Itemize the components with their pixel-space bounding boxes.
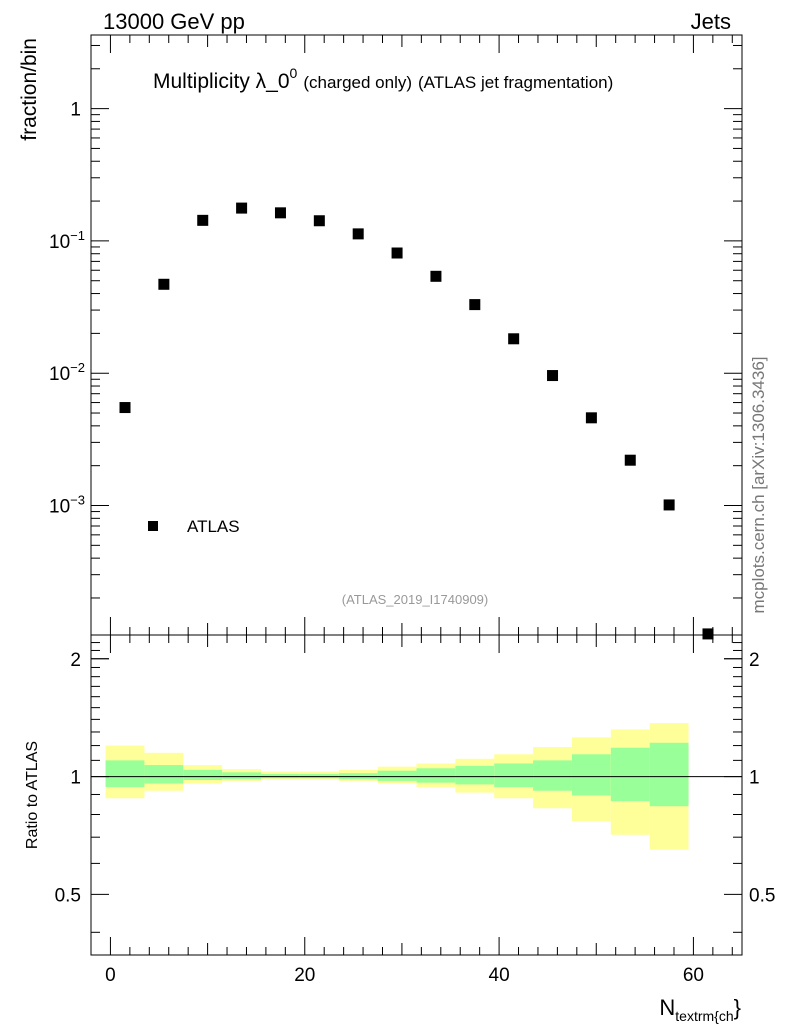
data-point xyxy=(469,299,481,311)
data-point xyxy=(119,402,131,414)
x-label-sub: textrm{ch xyxy=(675,1008,733,1024)
main-frame xyxy=(90,34,743,636)
ratio-y-tick-label-right: 1 xyxy=(749,768,760,789)
data-point xyxy=(585,412,597,424)
ratio-y-tick-label-right: 2 xyxy=(749,650,760,671)
data-point xyxy=(508,333,520,345)
legend-label-atlas: ATLAS xyxy=(187,517,240,536)
data-point xyxy=(663,499,675,511)
ratio-band-green xyxy=(105,760,145,788)
ratio-frame xyxy=(90,634,743,956)
main-y-label: fraction/bin xyxy=(18,38,41,141)
main-y-tick-label: 10−3 xyxy=(49,493,85,518)
ratio-y-tick-label-right: 0.5 xyxy=(749,885,775,906)
main-y-tick-label: 10−2 xyxy=(49,360,85,385)
legend-marker-atlas xyxy=(148,521,158,531)
ratio-band-green xyxy=(222,772,262,780)
x-label-tail: } xyxy=(734,995,741,1020)
title-sub2: (ATLAS jet fragmentation) xyxy=(418,73,613,92)
x-axis: 0 20 40 60 xyxy=(105,35,733,986)
x-tick-label: 20 xyxy=(294,965,315,986)
data-point xyxy=(430,270,442,282)
ratio-band-green xyxy=(416,768,456,783)
ratio-y-label: Ratio to ATLAS xyxy=(24,741,41,849)
ratio-band-green xyxy=(571,754,611,796)
x-axis-label: Ntextrm{ch} xyxy=(659,995,741,1024)
main-y-tick-label: 1 xyxy=(70,100,81,121)
legend: ATLAS xyxy=(148,517,240,536)
ratio-band-green xyxy=(610,747,650,802)
ratio-y-axis: 0.5 0.5 1 1 2 2 xyxy=(55,642,775,933)
ratio-band-green xyxy=(144,765,184,784)
ratio-band-green xyxy=(183,769,223,780)
analysis-label: (ATLAS_2019_I1740909) xyxy=(342,592,488,607)
watermark: mcplots.cern.ch [arXiv:1306.3436] xyxy=(749,356,768,613)
data-point xyxy=(624,454,636,466)
ratio-bands xyxy=(105,723,689,850)
data-point xyxy=(158,278,170,290)
main-y-tick-label: 10−1 xyxy=(49,228,85,253)
ratio-y-tick-label-left: 2 xyxy=(70,650,81,671)
ratio-y-tick-label-left: 0.5 xyxy=(55,885,81,906)
data-point xyxy=(313,215,325,227)
x-label-main: N xyxy=(659,995,675,1020)
header-left: 13000 GeV pp xyxy=(103,9,245,34)
ratio-panel: 0.5 0.5 1 1 2 2 0 20 40 60 Ratio to ATLAS xyxy=(24,35,775,986)
ratio-band-green xyxy=(377,770,417,781)
main-panel: 1 10−1 10−2 10−3 Multiplicity λ_00 (charged … xyxy=(18,34,743,640)
main-y-axis: 1 10−1 10−2 10−3 xyxy=(49,44,742,599)
data-point xyxy=(274,207,286,219)
x-tick-label: 0 xyxy=(105,965,116,986)
data-point xyxy=(391,247,403,259)
ratio-band-green xyxy=(455,765,495,785)
x-tick-label: 40 xyxy=(489,965,510,986)
ratio-band-green xyxy=(533,760,572,791)
x-tick-label: 60 xyxy=(683,965,704,986)
ratio-band-green xyxy=(494,763,534,788)
main-data-points xyxy=(119,202,714,640)
data-point xyxy=(197,214,209,226)
ratio-y-tick-label-left: 1 xyxy=(70,768,81,789)
title-superscript: 0 xyxy=(290,65,298,81)
title-sub1: (charged only) xyxy=(303,73,412,92)
data-point xyxy=(547,370,559,382)
data-point xyxy=(352,228,364,240)
title-main: Multiplicity λ_0 xyxy=(153,70,290,93)
header-right: Jets xyxy=(691,9,731,34)
data-point xyxy=(702,628,714,640)
data-point xyxy=(236,202,248,214)
ratio-band-green xyxy=(649,742,689,807)
plot-title: Multiplicity λ_00 (charged only) (ATLAS je… xyxy=(153,65,613,93)
